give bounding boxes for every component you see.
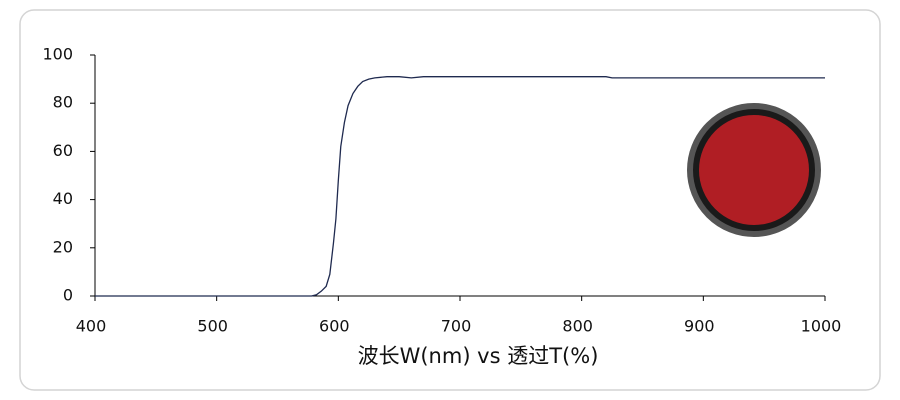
card bbox=[19, 9, 881, 391]
x-tick-label: 400 bbox=[76, 317, 107, 336]
x-axis-label: 波长W(nm) vs 透过T(%) bbox=[358, 344, 599, 368]
x-tick-label: 700 bbox=[441, 317, 472, 336]
y-tick-label: 80 bbox=[53, 93, 73, 112]
x-tick-label: 1000 bbox=[801, 317, 842, 336]
filter-icon bbox=[687, 103, 821, 237]
y-tick-label: 20 bbox=[53, 237, 73, 256]
x-tick-label: 800 bbox=[562, 317, 593, 336]
y-tick-label: 40 bbox=[53, 189, 73, 208]
x-tick-label: 600 bbox=[319, 317, 350, 336]
y-tick-label: 60 bbox=[53, 141, 73, 160]
y-tick-label: 0 bbox=[63, 286, 73, 305]
y-tick-label: 100 bbox=[42, 45, 73, 64]
series-line bbox=[95, 76, 825, 297]
x-tick-label: 500 bbox=[197, 317, 228, 336]
x-tick-label: 900 bbox=[684, 317, 715, 336]
